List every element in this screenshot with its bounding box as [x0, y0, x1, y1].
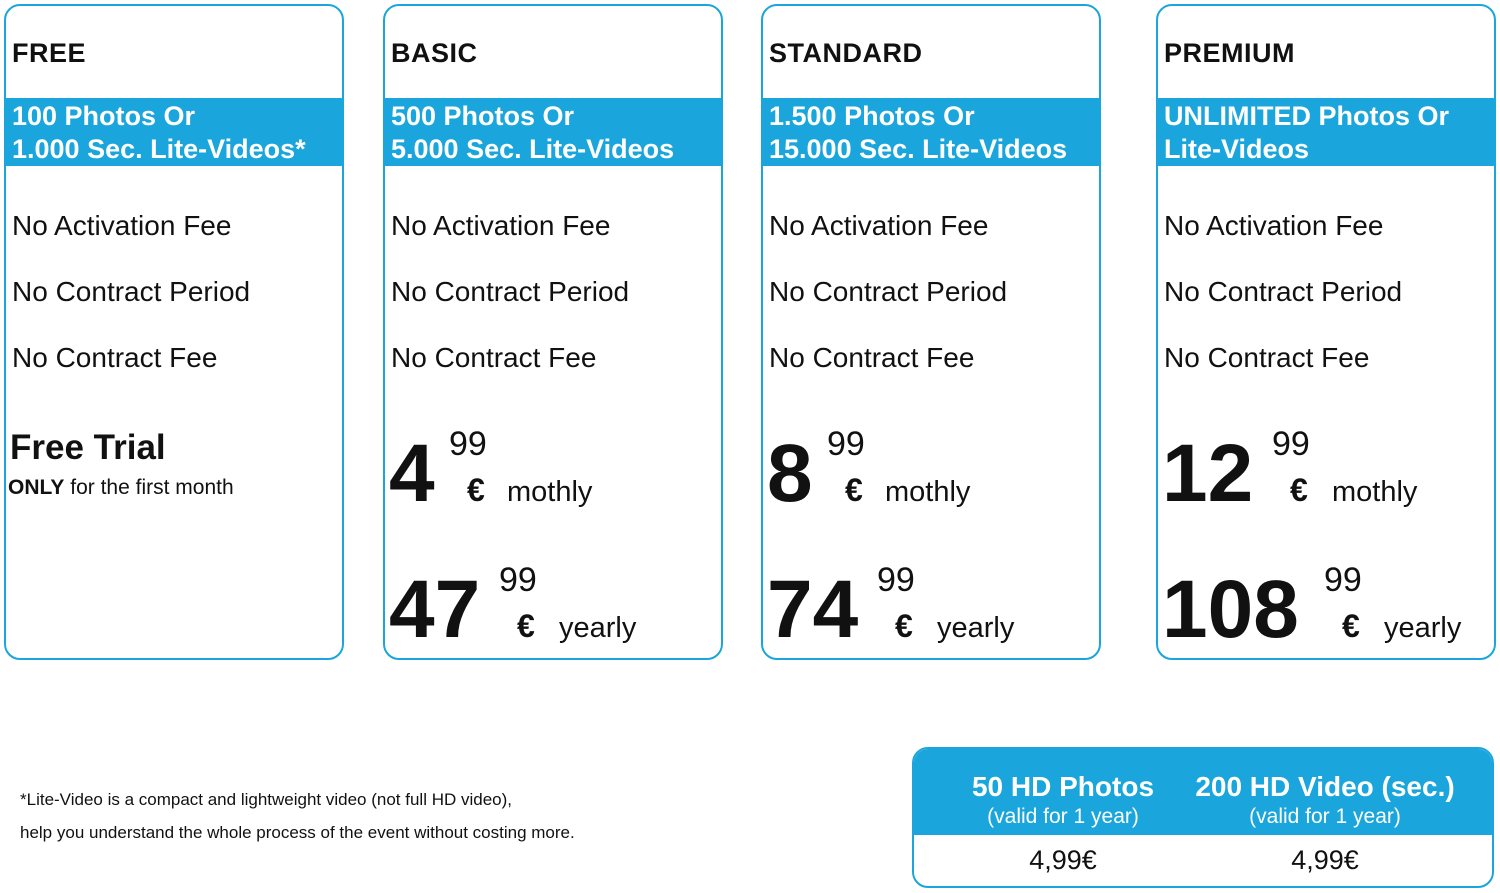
- feature-contract-fee: No Contract Fee: [391, 342, 597, 373]
- plan-card-basic: BASIC 500 Photos Or 5.000 Sec. Lite-Vide…: [383, 4, 723, 660]
- addon-subtitle: (valid for 1 year): [1249, 805, 1401, 828]
- footnote-line-2: help you understand the whole process of…: [20, 823, 575, 842]
- free-trial-rest: for the first month: [64, 476, 234, 499]
- price-period: yearly: [1384, 612, 1462, 644]
- feature-contract-period: No Contract Period: [391, 276, 630, 307]
- feature-activation-fee: No Activation Fee: [1164, 210, 1384, 241]
- price-cents: 99: [877, 561, 915, 599]
- euro-icon: €: [1342, 608, 1360, 644]
- price-cents: 99: [1272, 425, 1310, 463]
- plan-card-standard: STANDARD 1.500 Photos Or 15.000 Sec. Lit…: [761, 4, 1101, 660]
- addon-hd-video: 200 HD Video (sec.) (valid for 1 year): [1180, 749, 1470, 829]
- plan-name: BASIC: [391, 38, 478, 68]
- feature-activation-fee: No Activation Fee: [769, 210, 989, 241]
- price-whole: 47: [389, 564, 481, 655]
- plan-name: STANDARD: [769, 38, 923, 68]
- plan-quota-line-2: 5.000 Sec. Lite-Videos: [391, 134, 675, 164]
- price-whole: 74: [767, 564, 859, 655]
- footnote-line-1: *Lite-Video is a compact and lightweight…: [20, 790, 513, 809]
- addon-subtitle: (valid for 1 year): [987, 805, 1139, 828]
- plan-quota-band: 1.500 Photos Or 15.000 Sec. Lite-Videos: [763, 98, 1099, 166]
- price-whole: 12: [1162, 428, 1254, 519]
- price-whole: 4: [389, 428, 435, 519]
- feature-contract-period: No Contract Period: [1164, 276, 1403, 307]
- plan-quota-band: 500 Photos Or 5.000 Sec. Lite-Videos: [385, 98, 721, 166]
- plan-card-free: FREE 100 Photos Or 1.000 Sec. Lite-Video…: [4, 4, 344, 660]
- feature-activation-fee: No Activation Fee: [12, 210, 232, 241]
- price-cents: 99: [827, 425, 865, 463]
- euro-icon: €: [1290, 472, 1308, 508]
- plan-quota-line-1: UNLIMITED Photos Or: [1164, 101, 1449, 131]
- addon-title: 50 HD Photos: [971, 771, 1155, 802]
- price-period: mothly: [885, 476, 971, 508]
- feature-contract-fee: No Contract Fee: [1164, 342, 1370, 373]
- price-period: mothly: [1332, 476, 1418, 508]
- addon-title: 200 HD Video (sec.): [1195, 771, 1455, 802]
- price-period: yearly: [937, 612, 1015, 644]
- feature-contract-fee: No Contract Fee: [769, 342, 975, 373]
- plan-quota-line-2: 1.000 Sec. Lite-Videos*: [12, 134, 306, 164]
- price-cents: 99: [449, 425, 487, 463]
- price-period: mothly: [507, 476, 593, 508]
- free-trial-subtitle: ONLY for the first month: [8, 476, 234, 500]
- feature-contract-period: No Contract Period: [769, 276, 1008, 307]
- plan-quota-band: UNLIMITED Photos Or Lite-Videos: [1158, 98, 1494, 166]
- plan-quota-line-1: 100 Photos Or: [12, 101, 196, 131]
- feature-contract-period: No Contract Period: [12, 276, 251, 307]
- price-whole: 108: [1162, 564, 1299, 655]
- plan-card-premium: PREMIUM UNLIMITED Photos Or Lite-Videos …: [1156, 4, 1496, 660]
- addon-hd-photos-price: 4,99€: [1029, 845, 1097, 875]
- plan-quota-line-1: 500 Photos Or: [391, 101, 575, 131]
- price-period: yearly: [559, 612, 637, 644]
- price-whole: 8: [767, 428, 813, 519]
- addon-box: 50 HD Photos (valid for 1 year) 200 HD V…: [912, 747, 1494, 888]
- euro-icon: €: [517, 608, 535, 644]
- euro-icon: €: [895, 608, 913, 644]
- price-cents: 99: [499, 561, 537, 599]
- price-cents: 99: [1324, 561, 1362, 599]
- addon-band: [914, 749, 1492, 835]
- plan-quota-band: 100 Photos Or 1.000 Sec. Lite-Videos*: [6, 98, 342, 166]
- plan-name: FREE: [12, 38, 87, 68]
- addon-hd-video-price: 4,99€: [1291, 845, 1359, 875]
- plan-quota-line-2: 15.000 Sec. Lite-Videos: [769, 134, 1068, 164]
- addon-hd-photos: 50 HD Photos (valid for 1 year): [918, 749, 1208, 829]
- euro-icon: €: [467, 472, 485, 508]
- feature-activation-fee: No Activation Fee: [391, 210, 611, 241]
- free-trial-title: Free Trial: [10, 428, 166, 467]
- plan-quota-line-2: Lite-Videos: [1164, 134, 1310, 164]
- free-trial-only: ONLY: [8, 476, 65, 499]
- plan-quota-line-1: 1.500 Photos Or: [769, 101, 975, 131]
- euro-icon: €: [845, 472, 863, 508]
- plan-name: PREMIUM: [1164, 38, 1295, 68]
- feature-contract-fee: No Contract Fee: [12, 342, 218, 373]
